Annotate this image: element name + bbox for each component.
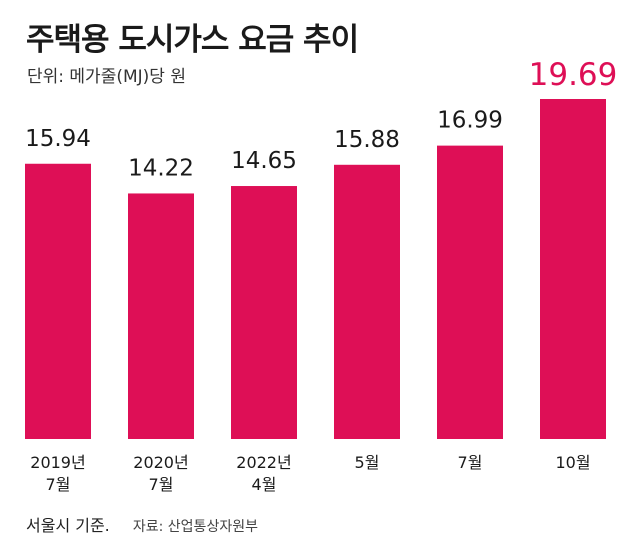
unit-label: 단위: 메가줄(MJ)당 원 bbox=[27, 67, 186, 87]
value-label-2: 14.65 bbox=[231, 148, 297, 174]
bar-4 bbox=[437, 145, 503, 439]
footer-source: 자료: 산업통상자원부 bbox=[132, 519, 258, 535]
bar-chart: 15.94 2019년 7월 14.22 2020년 7월 14.65 2022년 4월 15.8… bbox=[25, 57, 618, 494]
chart-title: 주택용 도시가스 요금 추이 bbox=[26, 22, 359, 58]
footer: 서울시 기준. 자료: 산업통상자원부 bbox=[26, 512, 258, 536]
bar-5 bbox=[540, 99, 606, 439]
bar-2 bbox=[231, 186, 297, 439]
category-label-2-1: 4월 bbox=[252, 475, 277, 494]
value-label-3: 15.88 bbox=[334, 127, 400, 153]
category-label-5-0: 10월 bbox=[555, 453, 590, 472]
category-label-3-0: 5월 bbox=[355, 453, 380, 472]
footer-credit: 서울시 기준. bbox=[26, 516, 110, 535]
bar-3 bbox=[334, 164, 400, 439]
category-label-0-0: 2019년 bbox=[30, 453, 85, 472]
category-label-1-0: 2020년 bbox=[133, 453, 188, 472]
category-label-1-1: 7월 bbox=[149, 475, 174, 494]
category-label-2-0: 2022년 bbox=[236, 453, 291, 472]
category-label-0-1: 7월 bbox=[46, 475, 71, 494]
bar-1 bbox=[128, 193, 194, 439]
value-label-1: 14.22 bbox=[128, 155, 194, 181]
value-label-4: 16.99 bbox=[437, 108, 503, 134]
category-label-4-0: 7월 bbox=[458, 453, 483, 472]
bar-0 bbox=[25, 163, 91, 440]
value-label-0: 15.94 bbox=[25, 126, 91, 152]
value-label-5: 19.69 bbox=[529, 57, 618, 93]
